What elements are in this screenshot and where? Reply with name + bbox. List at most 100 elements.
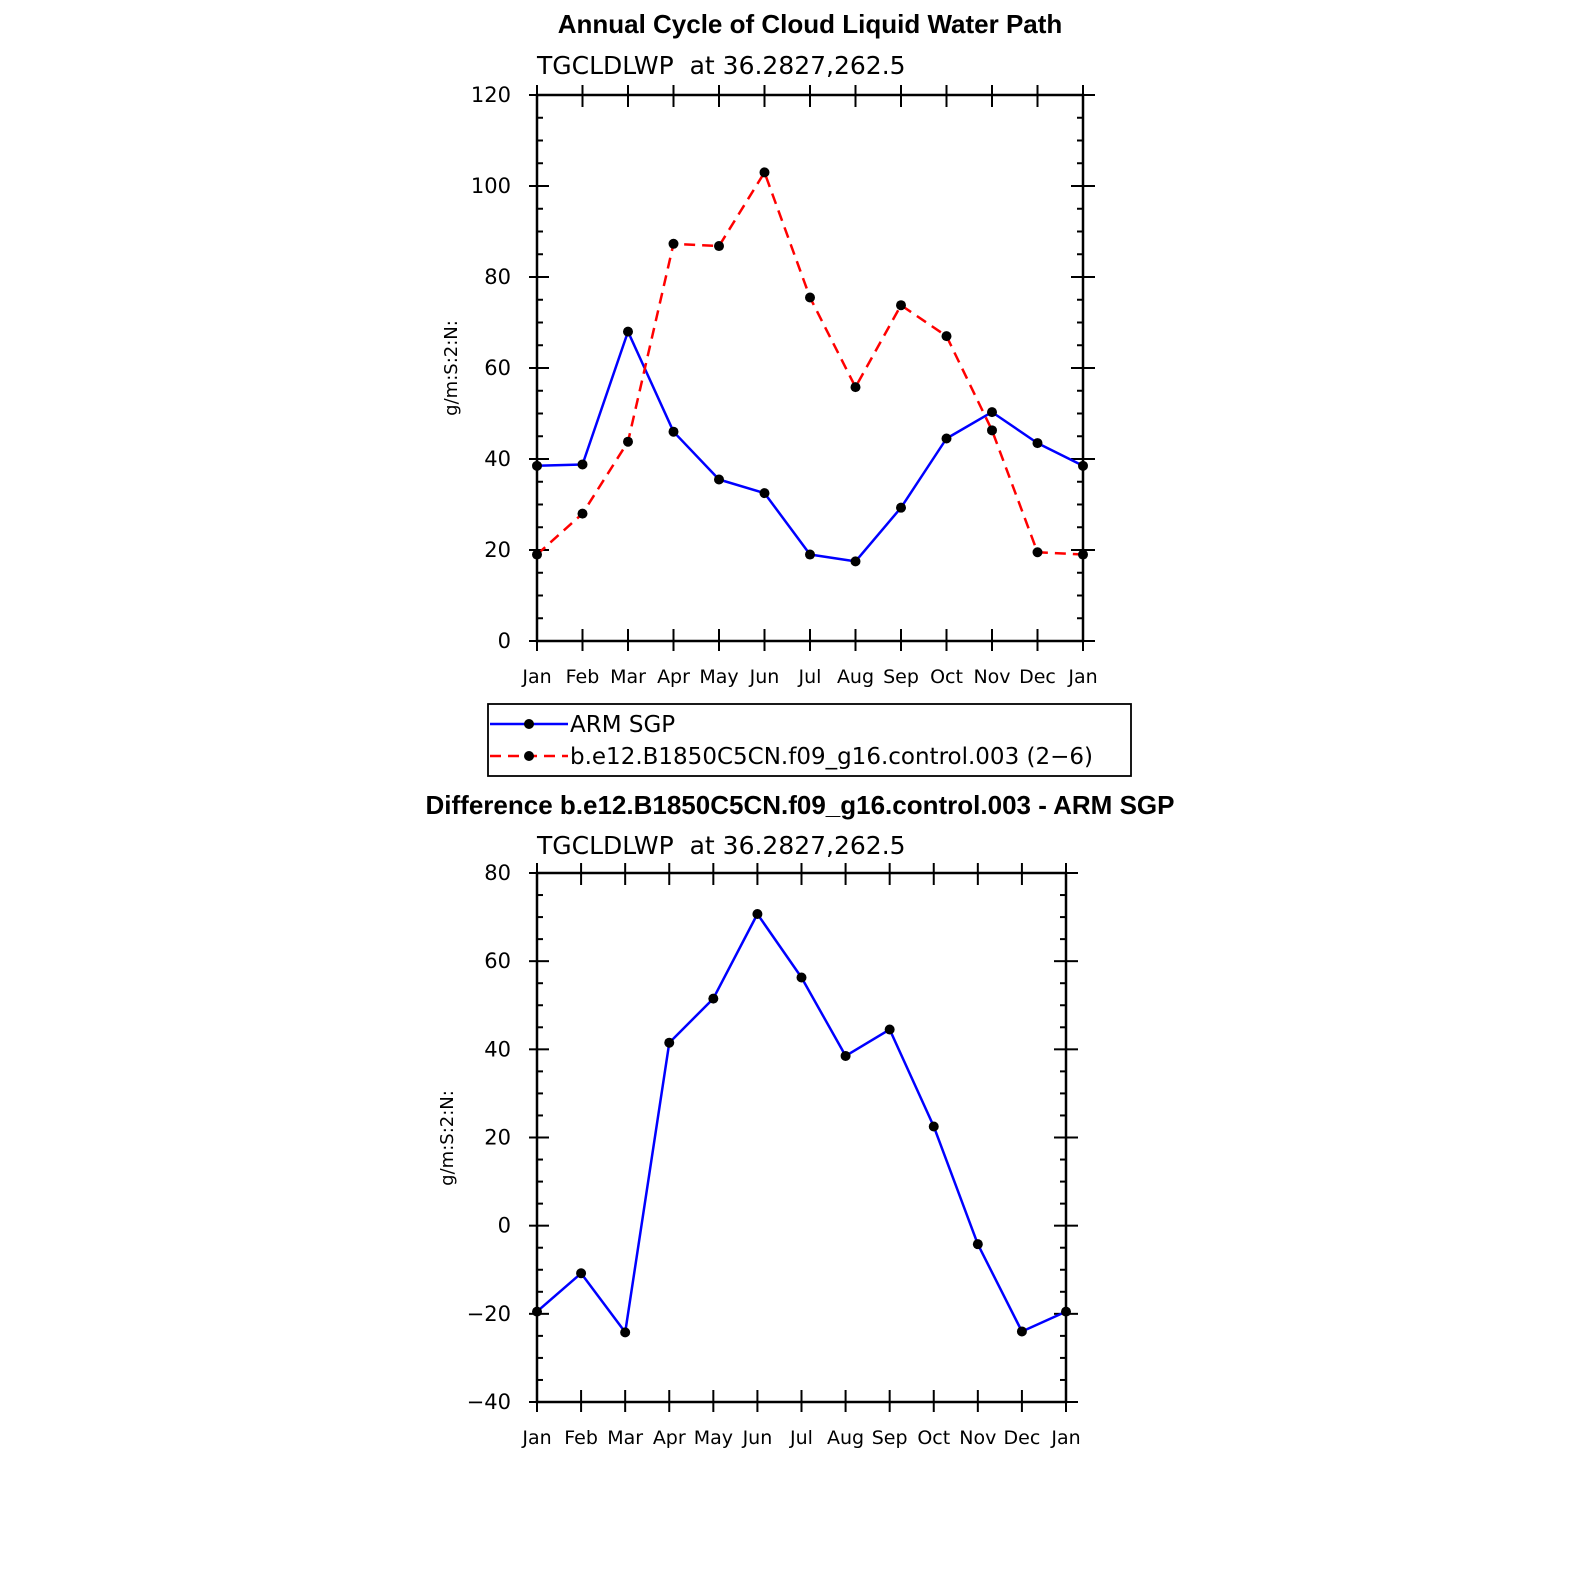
chart2-xtick-label: Apr xyxy=(653,1427,686,1449)
legend-label-arm-sgp: ARM SGP xyxy=(570,712,675,738)
chart1-series-1-point xyxy=(987,425,997,436)
chart1-series-0-point xyxy=(577,459,588,470)
chart2-plot-frame xyxy=(535,871,1068,1404)
chart2-xtick-label: Jan xyxy=(1050,1427,1080,1449)
chart1-series-1-line xyxy=(536,171,1084,556)
chart1-series-0-point xyxy=(532,460,542,471)
chart2-xtick-label: Jun xyxy=(742,1427,773,1449)
chart2-xtick-label: May xyxy=(694,1427,733,1449)
chart2-xtick-label: Jul xyxy=(789,1427,813,1449)
chart1-title: Annual Cycle of Cloud Liquid Water Path xyxy=(558,9,1063,39)
chart1-ytick-label: 80 xyxy=(484,265,511,289)
legend-label-model: b.e12.B1850C5CN.f09_g16.control.003 (2−6… xyxy=(570,744,1093,770)
chart1-series xyxy=(532,167,1088,567)
legend-box xyxy=(487,703,1132,777)
chart1-series-0-point xyxy=(623,326,633,337)
chart1-series-0-point xyxy=(714,474,724,485)
chart2-ytick-label: −20 xyxy=(467,1302,511,1326)
chart2-x-tick-labels: Jan Feb Mar Apr May Jun Jul Aug Sep Oct Nov Dec Jan xyxy=(521,1427,1080,1449)
chart1-series-0-point xyxy=(1078,460,1088,471)
chart2-ticks xyxy=(529,863,1078,1412)
chart2-xtick-label: Feb xyxy=(564,1427,598,1449)
chart2-xtick-label: Oct xyxy=(917,1427,950,1449)
chart1-xtick-label: Feb xyxy=(566,666,600,688)
chart1-x-tick-labels: Jan Feb Mar Apr May Jun Jul Aug Sep Oct Nov Dec Jan xyxy=(521,666,1097,688)
chart1-ytick-label: 100 xyxy=(471,174,511,198)
chart2-series-0-point xyxy=(576,1268,587,1279)
chart2-series-0-point xyxy=(928,1121,939,1132)
chart1-series-1-point xyxy=(1078,549,1088,560)
chart2-xtick-label: Nov xyxy=(959,1427,996,1449)
chart2-series-0-point xyxy=(532,1306,542,1317)
chart1-xtick-label: Jan xyxy=(1067,666,1097,688)
chart1-ytick-label: 0 xyxy=(498,629,511,653)
chart2-xtick-label: Aug xyxy=(827,1427,864,1449)
chart2-y-tick-labels: −40 −20 0 20 40 60 80 xyxy=(467,861,511,1414)
chart1-xtick-label: Dec xyxy=(1019,666,1056,688)
chart2-ytick-label: 0 xyxy=(498,1214,511,1238)
chart1-xtick-label: Sep xyxy=(883,666,919,688)
chart1-series-1-point xyxy=(805,292,815,303)
chart1-series-0-point xyxy=(987,407,997,418)
chart1-legend: ARM SGP b.e12.B1850C5CN.f09_g16.control.… xyxy=(487,703,1132,777)
chart1-series-0-point xyxy=(805,549,815,560)
chart2-subtitle: TGCLDLWP at 36.2827,262.5 xyxy=(536,831,906,860)
chart2-series-0-point xyxy=(752,908,763,919)
chart1-xtick-label: Nov xyxy=(973,666,1010,688)
chart2-ytick-label: −40 xyxy=(467,1390,511,1414)
chart1-subtitle: TGCLDLWP at 36.2827,262.5 xyxy=(536,51,906,80)
chart2-series-0-point xyxy=(884,1024,895,1035)
chart1-series-0-point xyxy=(1032,438,1043,449)
chart2-series-0-point xyxy=(664,1037,675,1048)
chart2-ylabel: g/m:S:2:N: xyxy=(437,1090,458,1186)
chart1-y-tick-labels: 0 20 40 60 80 100 120 xyxy=(471,83,511,653)
chart1-series-0-point xyxy=(850,556,861,567)
chart2-series-0-point xyxy=(708,993,719,1004)
chart1-ytick-label: 40 xyxy=(484,447,511,471)
chart1-ylabel: g/m:S:2:N: xyxy=(441,320,462,416)
chart1-series-1-point xyxy=(532,549,542,560)
chart1-series-0-line xyxy=(536,330,1084,563)
chart1-ytick-label: 120 xyxy=(471,83,511,107)
chart2-xtick-label: Jan xyxy=(521,1427,551,1449)
chart1-series-0-point xyxy=(668,426,679,437)
chart1-xtick-label: Jul xyxy=(798,666,822,688)
legend-marker-model xyxy=(524,751,534,761)
chart1-xtick-label: Jun xyxy=(749,666,780,688)
chart2-xtick-label: Dec xyxy=(1004,1427,1041,1449)
chart1-series-0-point xyxy=(759,488,770,499)
chart1-series-1-point xyxy=(668,238,679,249)
chart2-series-0-point xyxy=(796,972,807,983)
chart1-series-1-point xyxy=(1032,547,1043,558)
chart2-series xyxy=(532,908,1071,1338)
difference-chart: Difference b.e12.B1850C5CN.f09_g16.contr… xyxy=(426,790,1175,1449)
chart2-series-0-point xyxy=(620,1327,631,1338)
legend-marker-arm-sgp xyxy=(524,719,534,729)
chart2-xtick-label: Sep xyxy=(872,1427,908,1449)
chart1-ticks xyxy=(529,85,1095,651)
chart2-series-0-point xyxy=(972,1239,983,1250)
chart1-xtick-label: Oct xyxy=(930,666,963,688)
chart1-ytick-label: 60 xyxy=(484,356,511,380)
chart1-series-1-point xyxy=(850,382,861,393)
chart1-series-1-point xyxy=(714,241,724,252)
chart1-xtick-label: May xyxy=(699,666,738,688)
chart1-series-1-point xyxy=(759,167,770,178)
chart1-xtick-label: Mar xyxy=(610,666,646,688)
chart1-ytick-label: 20 xyxy=(484,538,511,562)
chart2-xtick-label: Mar xyxy=(607,1427,643,1449)
chart1-series-1-point xyxy=(896,300,906,311)
chart2-series-0-point xyxy=(840,1050,851,1061)
chart1-xtick-label: Apr xyxy=(657,666,690,688)
chart1-series-1-point xyxy=(577,508,588,519)
chart1-xtick-label: Aug xyxy=(837,666,874,688)
chart1-series-0-point xyxy=(941,433,952,444)
chart2-title: Difference b.e12.B1850C5CN.f09_g16.contr… xyxy=(426,790,1175,820)
chart1-series-0-point xyxy=(896,502,906,513)
chart2-ytick-label: 20 xyxy=(484,1126,511,1150)
chart2-series-0-point xyxy=(1061,1306,1071,1317)
annual-cycle-chart: Annual Cycle of Cloud Liquid Water Path … xyxy=(441,9,1132,777)
chart1-series-1-point xyxy=(941,331,952,342)
chart1-series-1-point xyxy=(623,436,633,447)
